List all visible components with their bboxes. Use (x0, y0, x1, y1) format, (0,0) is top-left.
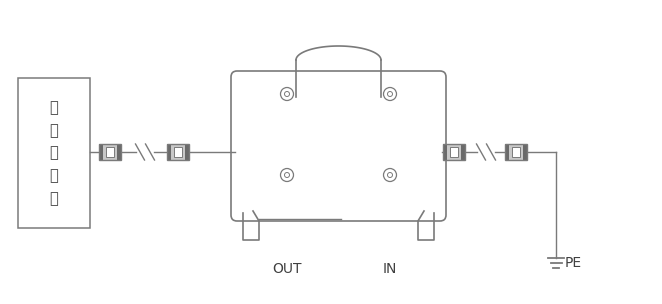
Circle shape (387, 172, 393, 178)
Bar (448, 144, 461, 160)
Bar (512, 147, 520, 157)
Circle shape (285, 92, 289, 96)
Bar (167, 144, 171, 160)
Text: PE: PE (565, 256, 582, 270)
Circle shape (387, 92, 393, 96)
Bar (167, 144, 189, 160)
Bar (99, 144, 121, 160)
Bar (443, 144, 448, 160)
Text: OUT: OUT (272, 262, 302, 276)
Bar (171, 144, 185, 160)
Bar (505, 144, 509, 160)
Circle shape (383, 88, 397, 101)
Bar (117, 144, 121, 160)
Text: 被
保
护
设
备: 被 保 护 设 备 (50, 100, 58, 206)
Circle shape (285, 172, 289, 178)
Bar (99, 144, 103, 160)
Bar (461, 144, 465, 160)
Bar (522, 144, 527, 160)
Bar (509, 144, 522, 160)
Text: IN: IN (383, 262, 397, 276)
Bar (450, 147, 457, 157)
Circle shape (383, 168, 397, 181)
Bar (505, 144, 527, 160)
Circle shape (281, 88, 293, 101)
Bar (107, 147, 114, 157)
Bar (103, 144, 117, 160)
Bar (443, 144, 465, 160)
Bar (174, 147, 181, 157)
Bar (18, 78, 90, 228)
Bar (185, 144, 189, 160)
Circle shape (281, 168, 293, 181)
FancyBboxPatch shape (231, 71, 446, 221)
